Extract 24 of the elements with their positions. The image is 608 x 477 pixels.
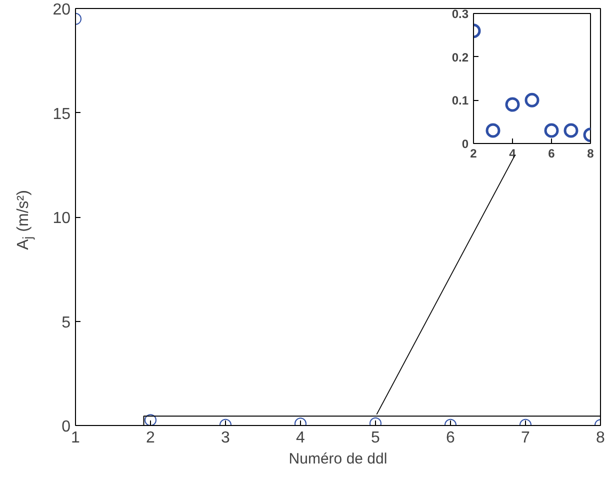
y-tick-label: 15	[52, 106, 71, 123]
x-tick-label: 4	[296, 430, 306, 446]
y-tick-label: 0.3	[452, 7, 469, 21]
point	[524, 92, 540, 108]
x-tick-label: 6	[446, 430, 456, 446]
x-tick-label: 5	[371, 430, 380, 446]
x-tick-label: 2	[146, 430, 156, 446]
x-tick-label: 2	[470, 146, 478, 160]
point	[505, 97, 520, 112]
x-tick-label: 3	[221, 430, 230, 446]
x-tick-label: 6	[548, 146, 556, 160]
y-tick-label: 0.2	[452, 50, 469, 64]
y-tick-label: 5	[62, 314, 71, 332]
x-tick-label: 1	[71, 430, 80, 446]
y-tick-label: 0	[462, 137, 469, 151]
x-tick-label: 7	[521, 430, 530, 446]
x-axis-title: Numéro de ddl	[288, 450, 388, 468]
y-tick-label: 20	[52, 2, 71, 18]
y-tick-label: 0	[62, 418, 71, 436]
y-tick-label: 10	[52, 210, 71, 227]
point	[544, 123, 559, 138]
x-tick-label: 8	[587, 146, 594, 160]
x-tick-label: 8	[596, 430, 606, 446]
y-tick-label: 0.1	[452, 94, 469, 108]
